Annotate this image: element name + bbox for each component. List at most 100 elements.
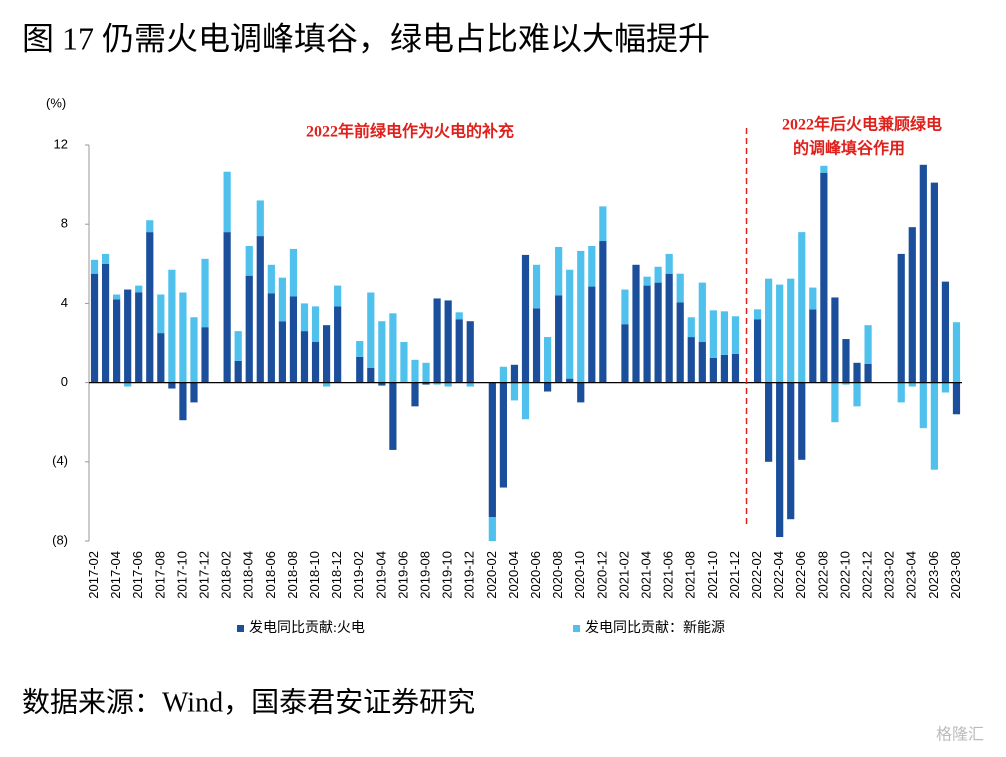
bar: [300, 331, 309, 383]
bar: [135, 292, 143, 383]
bar: [367, 367, 375, 383]
bar: [831, 297, 839, 383]
x-tick-label: 2018-02: [219, 551, 234, 599]
x-tick-label: 2020-08: [550, 551, 565, 599]
bar: [267, 293, 275, 383]
y-unit: (%): [46, 95, 66, 110]
bar: [356, 341, 364, 357]
x-tick-label: 2020-06: [528, 551, 543, 599]
bar: [389, 313, 397, 383]
x-tick-label: 2018-10: [307, 551, 322, 599]
y-tick-label: 8: [61, 216, 68, 231]
annotation: 的调峰填谷作用: [793, 139, 905, 158]
bar: [532, 264, 541, 309]
bar: [101, 253, 110, 264]
x-tick-label: 2017-02: [86, 551, 101, 599]
bar: [157, 333, 165, 383]
bar: [411, 382, 419, 407]
bar: [853, 362, 861, 383]
bar: [256, 200, 264, 237]
bar: [842, 382, 850, 385]
legend-label: 发电同比贡献：新能源: [585, 620, 725, 636]
bar: [422, 362, 430, 383]
bar: [124, 289, 132, 383]
bar: [433, 382, 441, 385]
bar: [311, 342, 320, 383]
bar: [809, 309, 817, 383]
y-tick-label: 0: [61, 374, 68, 389]
bar: [378, 321, 386, 383]
bar: [300, 303, 309, 332]
bar: [289, 296, 298, 383]
bar: [135, 285, 143, 293]
bar: [168, 382, 176, 389]
bar: [897, 382, 905, 403]
x-tick-label: 2017-10: [174, 551, 189, 599]
bar: [676, 302, 684, 383]
bar: [367, 292, 375, 368]
x-tick-label: 2021-08: [683, 551, 698, 599]
bar: [267, 264, 275, 294]
bar: [577, 382, 585, 403]
bar: [168, 269, 176, 383]
x-tick-label: 2017-12: [196, 551, 211, 599]
bar: [831, 382, 839, 423]
bar: [278, 277, 286, 322]
bar: [753, 309, 762, 320]
bar: [245, 275, 253, 383]
bar: [544, 337, 552, 383]
bar: [466, 382, 474, 387]
x-tick-label: 2017-06: [130, 551, 145, 599]
bar: [124, 382, 132, 387]
x-tick-label: 2019-06: [395, 551, 410, 599]
bar: [709, 357, 717, 383]
bar: [643, 285, 651, 383]
bar: [842, 339, 850, 383]
bar: [90, 259, 99, 274]
bar: [90, 273, 99, 383]
x-tick-label: 2022-12: [860, 551, 875, 599]
x-tick-label: 2020-12: [594, 551, 609, 599]
x-tick-label: 2018-12: [329, 551, 344, 599]
bar: [311, 306, 320, 343]
bar: [853, 382, 861, 407]
bar: [687, 317, 695, 338]
bar: [455, 319, 463, 383]
bar: [720, 354, 729, 383]
x-tick-label: 2019-12: [462, 551, 477, 599]
bar: [555, 246, 563, 296]
x-tick-label: 2022-08: [815, 551, 830, 599]
x-tick-label: 2019-10: [440, 551, 455, 599]
bar: [952, 382, 961, 415]
bar: [378, 382, 386, 386]
bar: [488, 517, 496, 541]
bar: [289, 248, 298, 297]
bar: [820, 172, 828, 383]
x-tick-label: 2023-02: [882, 551, 897, 599]
bar: [621, 324, 629, 383]
bar: [632, 264, 640, 383]
bar: [577, 250, 585, 383]
x-tick-label: 2020-04: [506, 551, 521, 599]
bar: [146, 220, 154, 233]
bar: [113, 299, 121, 383]
bar: [245, 245, 253, 276]
bar: [588, 286, 596, 383]
bar: [809, 287, 817, 310]
x-tick-label: 2018-06: [263, 551, 278, 599]
bar: [599, 206, 607, 242]
bar: [698, 282, 706, 343]
bar: [223, 232, 231, 383]
bar: [411, 359, 419, 383]
x-tick-label: 2020-02: [484, 551, 499, 599]
x-tick-label: 2021-02: [616, 551, 631, 599]
bar: [897, 253, 905, 383]
bar: [521, 382, 530, 420]
bar: [787, 382, 795, 520]
bar: [765, 278, 773, 383]
x-tick-label: 2021-10: [705, 551, 720, 599]
bar: [400, 342, 408, 383]
x-tick-label: 2022-04: [771, 551, 786, 599]
y-tick-label: 4: [61, 295, 68, 310]
